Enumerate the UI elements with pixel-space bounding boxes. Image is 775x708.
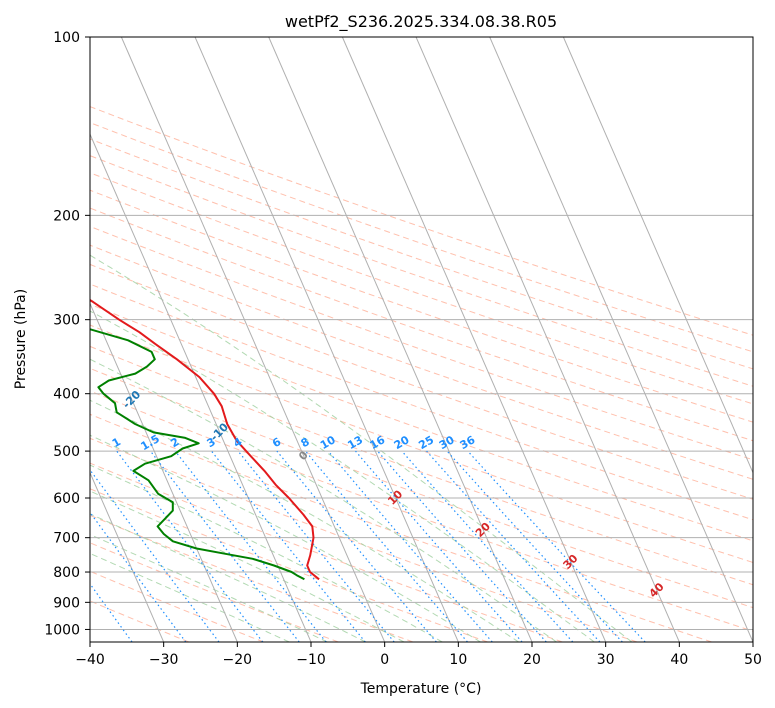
- dry-adiabat-line: [90, 390, 753, 632]
- x-tick-label: 30: [597, 652, 615, 668]
- dry-adiabat-line: [90, 207, 753, 442]
- mixing-ratio-line: [426, 450, 601, 642]
- moist-adiabat-line: [90, 358, 557, 642]
- y-axis: 100 200 300 400 500 600 700 800 900 1000: [44, 30, 90, 638]
- moist-adiabat-line: [90, 434, 481, 642]
- moist-adiabat-line: [90, 464, 443, 642]
- y-tick-label: 100: [53, 30, 80, 46]
- x-tick-label: 0: [380, 652, 389, 668]
- dry-adiabat-line: [90, 244, 753, 480]
- x-tick-label: −30: [149, 652, 179, 668]
- mixing-ratio-line: [401, 450, 574, 642]
- isotherm-line: [90, 302, 238, 642]
- y-tick-label: 400: [53, 387, 80, 403]
- y-tick-label: 1000: [44, 622, 80, 638]
- dry-adiabat-line: [90, 437, 638, 642]
- temperature-profile-line: [90, 298, 320, 581]
- isotherm-line: [194, 37, 459, 642]
- mixing-ratio-line: [90, 468, 220, 642]
- dry-adiabat-line: [90, 138, 753, 370]
- dry-adiabat-line: [90, 189, 753, 423]
- dewpoint-profile-line: [90, 328, 305, 581]
- isotherm-line: [489, 37, 753, 642]
- mixing-ratio-line: [467, 450, 646, 642]
- x-tick-label: 50: [744, 652, 762, 668]
- x-axis: −40 −30 −20 −10 0 10 20 30 40 50: [75, 642, 762, 668]
- dry-adiabat-line: [90, 283, 753, 521]
- moist-adiabat-line: [90, 552, 290, 642]
- moist-adiabat-line: [90, 254, 633, 642]
- y-tick-label: 600: [53, 491, 80, 507]
- isotherms: [90, 37, 753, 642]
- pressure-gridlines: [90, 37, 753, 630]
- moist-adiabat-line: [90, 310, 595, 642]
- mixing-ratio-line: [174, 450, 327, 642]
- mixing-ratio-line: [446, 450, 623, 642]
- dry-adiabat-line: [90, 155, 753, 387]
- moist-adiabats: [90, 254, 633, 642]
- mixing-ratio-line: [377, 450, 547, 642]
- y-tick-label: 500: [53, 444, 80, 460]
- dry-adiabat-line: [90, 413, 712, 642]
- mixing-ratio-line: [305, 450, 468, 642]
- dry-adiabat-line: [90, 570, 264, 642]
- moist-adiabat-line: [90, 490, 405, 642]
- y-tick-label: 300: [53, 313, 80, 329]
- isotherm-line: [90, 471, 165, 642]
- x-tick-label: −20: [223, 652, 253, 668]
- moist-adiabat-line: [90, 399, 519, 642]
- plot-frame: [89, 36, 754, 643]
- isotherm-line: [90, 132, 312, 642]
- x-tick-label: 40: [670, 652, 688, 668]
- sounding-series: [90, 298, 320, 581]
- mixing-ratio-line: [211, 450, 366, 642]
- isotherm-line: [562, 37, 753, 474]
- chart-title: wetPf2_S236.2025.334.08.38.R05: [285, 12, 557, 32]
- dry-adiabat-line: [90, 106, 753, 336]
- isotherm-line: [268, 37, 533, 642]
- y-tick-label: 800: [53, 565, 80, 581]
- x-axis-title: Temperature (°C): [360, 681, 482, 697]
- isotherm-line: [341, 37, 607, 642]
- x-tick-label: 20: [523, 652, 541, 668]
- y-tick-label: 200: [53, 208, 80, 224]
- isotherm-line: [415, 37, 680, 642]
- dry-adiabats: [90, 106, 753, 642]
- x-tick-label: −40: [75, 652, 105, 668]
- isotherm-line: [120, 37, 386, 642]
- mixing-ratio-lines: [90, 450, 646, 642]
- dry-adiabat-line: [90, 462, 563, 642]
- mixing-ratio-line: [355, 450, 523, 642]
- y-axis-title: Pressure (hPa): [13, 289, 29, 389]
- y-tick-label: 700: [53, 531, 80, 547]
- dry-adiabat-line: [90, 542, 339, 642]
- dry-adiabat-line: [90, 263, 753, 500]
- dry-adiabat-line: [90, 488, 488, 642]
- x-tick-label: 10: [449, 652, 467, 668]
- mixing-ratio-line: [327, 450, 493, 642]
- y-tick-label: 900: [53, 595, 80, 611]
- mixing-ratio-line: [150, 450, 300, 642]
- plot-area: -100-90-80-70-60-50-40-30-20-10010203040…: [90, 37, 753, 642]
- x-tick-label: −10: [296, 652, 326, 668]
